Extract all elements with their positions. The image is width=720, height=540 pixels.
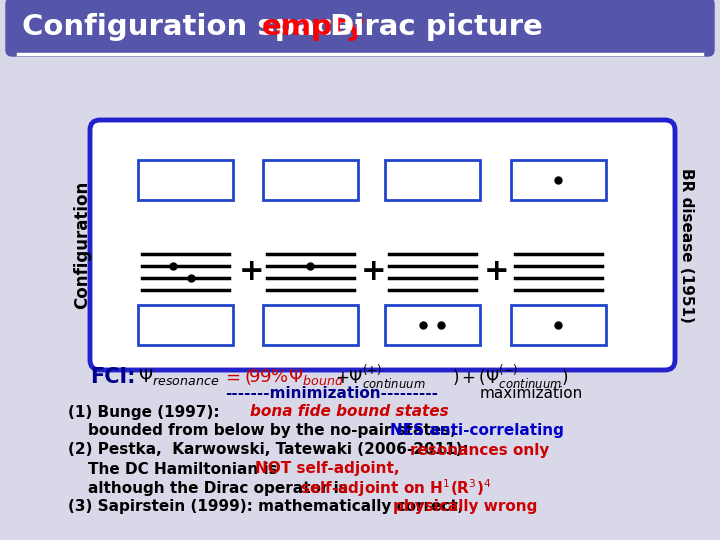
- Text: NES anti-correlating: NES anti-correlating: [390, 423, 564, 438]
- Text: NOT self-adjoint,: NOT self-adjoint,: [255, 462, 400, 476]
- Bar: [138, 160, 233, 200]
- Text: The DC Hamiltonian is: The DC Hamiltonian is: [88, 462, 283, 476]
- Text: $+ \Psi^{(+)}_{continuum}$: $+ \Psi^{(+)}_{continuum}$: [335, 363, 426, 391]
- Text: bona fide bound states: bona fide bound states: [250, 404, 449, 420]
- Text: bounded from below by the no-pair states;: bounded from below by the no-pair states…: [88, 423, 462, 438]
- Text: Configuration: Configuration: [73, 181, 91, 309]
- Text: Dirac picture: Dirac picture: [320, 13, 543, 41]
- Text: $\Psi_{resonance}$: $\Psi_{resonance}$: [138, 367, 220, 387]
- Text: Configuration space:: Configuration space:: [22, 13, 374, 41]
- Text: (3) Sapirstein (1999): mathematically correct,: (3) Sapirstein (1999): mathematically co…: [68, 500, 469, 515]
- Text: $= ($: $= ($: [222, 367, 251, 387]
- Bar: [510, 305, 606, 345]
- Bar: [263, 160, 358, 200]
- Text: $) + (\Psi^{(-)}_{continuum})$: $) + (\Psi^{(-)}_{continuum})$: [452, 363, 568, 391]
- Text: maximization: maximization: [480, 387, 583, 402]
- Text: FCI:: FCI:: [90, 367, 135, 387]
- Text: +: +: [361, 258, 387, 287]
- Text: -------minimization---------: -------minimization---------: [225, 387, 438, 402]
- Text: $99\%\Psi_{bound}$: $99\%\Psi_{bound}$: [248, 367, 344, 387]
- Text: BR disease (1951): BR disease (1951): [680, 167, 695, 322]
- Text: +: +: [239, 258, 265, 287]
- Bar: [138, 305, 233, 345]
- Bar: [384, 305, 480, 345]
- Text: (1) Bunge (1997):: (1) Bunge (1997):: [68, 404, 225, 420]
- FancyBboxPatch shape: [90, 120, 675, 370]
- Text: physically wrong: physically wrong: [393, 500, 537, 515]
- FancyBboxPatch shape: [6, 0, 714, 56]
- Text: (2) Pestka,  Karwowski, Tatewaki (2006-2011):: (2) Pestka, Karwowski, Tatewaki (2006-20…: [68, 442, 474, 457]
- Text: self-adjoint on H$^1$(R$^3$)$^4$: self-adjoint on H$^1$(R$^3$)$^4$: [300, 477, 491, 499]
- Text: although the Dirac operator is: although the Dirac operator is: [88, 481, 353, 496]
- Text: +: +: [484, 258, 510, 287]
- Text: resonances only: resonances only: [410, 442, 549, 457]
- Bar: [384, 160, 480, 200]
- Bar: [510, 160, 606, 200]
- Text: empty: empty: [262, 13, 366, 41]
- Bar: [263, 305, 358, 345]
